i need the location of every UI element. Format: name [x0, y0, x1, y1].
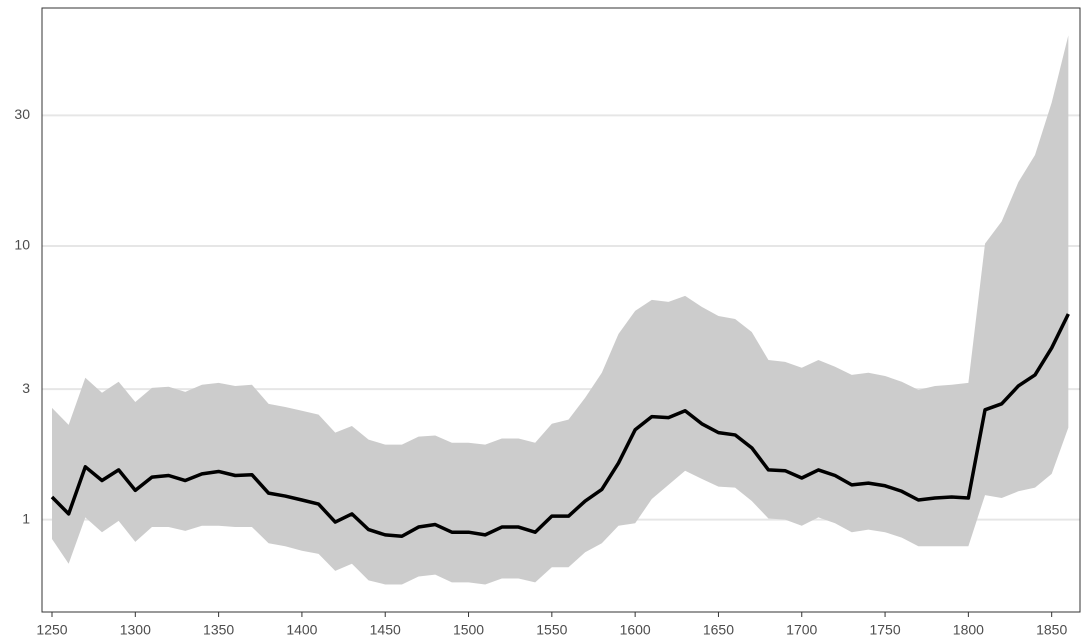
x-tick-label: 1450: [370, 622, 401, 638]
x-tick-label: 1300: [120, 622, 151, 638]
x-tick-label: 1500: [453, 622, 484, 638]
y-tick-label: 1: [22, 510, 30, 526]
confidence-band: [51, 35, 1069, 585]
x-tick-label: 1250: [36, 622, 67, 638]
plot-border: [41, 7, 1081, 613]
x-tick-label: 1700: [786, 622, 817, 638]
x-tick-label: 1850: [1036, 622, 1067, 638]
x-tick-label: 1750: [869, 622, 900, 638]
x-tick-label: 1600: [620, 622, 651, 638]
x-tick-label: 1350: [203, 622, 234, 638]
x-tick-label: 1400: [286, 622, 317, 638]
y-tick-label: 10: [14, 237, 30, 253]
line: [50, 313, 1070, 538]
y-tick-label: 30: [14, 106, 30, 122]
y-tick-label: 3: [22, 380, 30, 396]
x-tick-label: 1800: [953, 622, 984, 638]
x-tick-label: 1550: [536, 622, 567, 638]
x-tick-label: 1650: [703, 622, 734, 638]
